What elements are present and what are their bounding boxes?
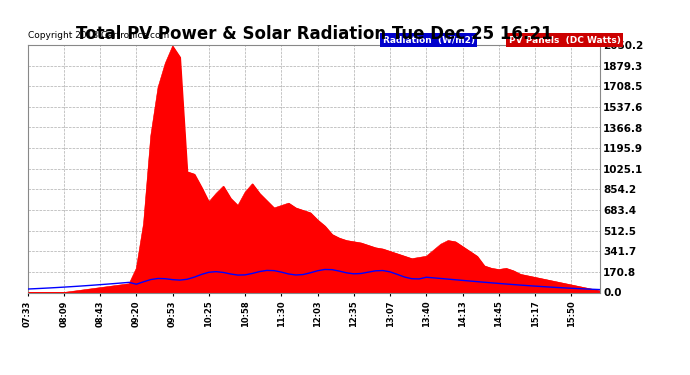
Text: PV Panels  (DC Watts): PV Panels (DC Watts) [509, 36, 620, 45]
Title: Total PV Power & Solar Radiation Tue Dec 25 16:21: Total PV Power & Solar Radiation Tue Dec… [76, 26, 552, 44]
Text: Radiation  (W/m2): Radiation (W/m2) [383, 36, 475, 45]
Text: Copyright 2018 Cartronics.com: Copyright 2018 Cartronics.com [28, 31, 169, 40]
